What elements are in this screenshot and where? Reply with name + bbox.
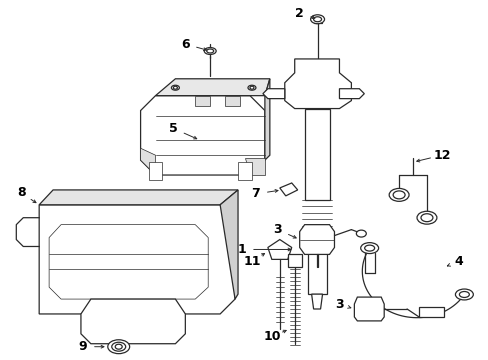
Polygon shape [267, 239, 291, 260]
Text: 3: 3 [334, 297, 343, 311]
Ellipse shape [313, 17, 321, 22]
Ellipse shape [388, 188, 408, 201]
Polygon shape [224, 96, 240, 105]
Polygon shape [354, 297, 384, 321]
Polygon shape [418, 307, 443, 317]
Ellipse shape [171, 85, 179, 90]
Text: 8: 8 [17, 186, 25, 199]
Text: 9: 9 [79, 340, 87, 353]
Polygon shape [244, 158, 264, 175]
Polygon shape [81, 299, 185, 344]
Ellipse shape [416, 211, 436, 224]
Ellipse shape [356, 230, 366, 237]
Ellipse shape [310, 15, 324, 24]
Text: 12: 12 [432, 149, 450, 162]
Polygon shape [141, 148, 155, 175]
Ellipse shape [392, 191, 404, 199]
Polygon shape [287, 255, 301, 267]
Ellipse shape [364, 245, 374, 251]
Ellipse shape [107, 340, 129, 354]
Text: 6: 6 [181, 37, 189, 50]
Ellipse shape [360, 243, 378, 253]
Polygon shape [339, 89, 364, 99]
Polygon shape [49, 225, 208, 299]
Ellipse shape [173, 86, 177, 89]
Polygon shape [39, 205, 235, 314]
Ellipse shape [206, 49, 213, 53]
Polygon shape [299, 225, 334, 255]
Ellipse shape [204, 48, 216, 54]
Polygon shape [311, 294, 322, 309]
Polygon shape [304, 109, 329, 200]
Text: 5: 5 [169, 122, 178, 135]
Polygon shape [148, 162, 162, 180]
Polygon shape [264, 79, 269, 160]
Polygon shape [238, 162, 251, 180]
Ellipse shape [454, 289, 472, 300]
Polygon shape [155, 79, 269, 96]
Ellipse shape [249, 86, 253, 89]
Text: 7: 7 [251, 188, 260, 201]
Text: 4: 4 [453, 255, 462, 268]
Text: 10: 10 [263, 330, 280, 343]
Polygon shape [279, 183, 297, 196]
Ellipse shape [247, 85, 255, 90]
Polygon shape [141, 96, 264, 175]
Text: 2: 2 [295, 7, 304, 20]
Ellipse shape [115, 344, 122, 349]
Polygon shape [307, 249, 326, 294]
Text: 11: 11 [243, 255, 260, 268]
Polygon shape [284, 59, 351, 109]
Text: 3: 3 [273, 223, 282, 236]
Ellipse shape [112, 342, 125, 351]
Polygon shape [39, 190, 238, 205]
Ellipse shape [420, 214, 432, 222]
Polygon shape [220, 190, 238, 299]
Text: 1: 1 [237, 243, 246, 256]
Polygon shape [263, 89, 284, 99]
Polygon shape [195, 96, 210, 105]
Ellipse shape [458, 292, 468, 297]
